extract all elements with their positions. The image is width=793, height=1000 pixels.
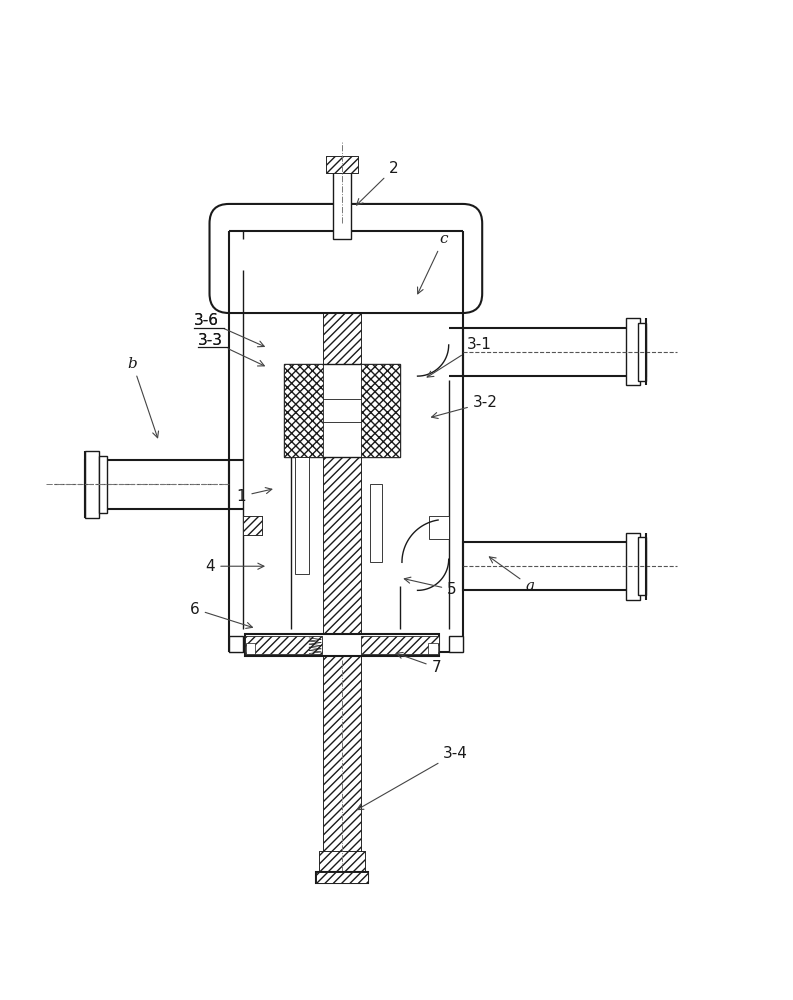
Text: 3-6: 3-6 [194,313,219,328]
Text: 1: 1 [237,488,272,504]
Bar [626,533,641,600]
Bar [243,516,262,535]
Text: 4: 4 [205,559,264,574]
Bar [324,251,361,862]
Bar [362,636,439,654]
Bar [324,251,361,862]
Bar [244,634,439,656]
FancyBboxPatch shape [209,204,482,313]
Bar [85,451,99,518]
Bar [243,516,262,535]
Bar [316,872,368,883]
Text: 2: 2 [357,161,398,205]
Bar [332,169,351,239]
Bar [284,364,324,457]
Text: b: b [128,357,159,438]
Bar [320,851,365,874]
Bar [244,636,323,654]
Bar [320,851,365,874]
Bar [449,636,463,652]
Bar [428,643,438,654]
Bar [361,364,400,457]
Text: 3-3: 3-3 [197,333,223,348]
Bar [85,460,229,509]
Bar [327,156,358,173]
Text: 5: 5 [404,577,457,597]
Bar [316,872,368,883]
Bar [284,364,400,457]
Bar [99,456,107,513]
Bar [429,516,449,539]
Text: 6: 6 [190,602,252,628]
Text: 3-1: 3-1 [427,337,492,377]
Text: a: a [489,557,534,593]
Text: 3-3: 3-3 [197,333,264,366]
Bar [362,636,439,654]
Bar [284,364,324,457]
Bar [229,636,243,652]
Text: c: c [418,232,448,294]
Bar [463,328,646,376]
Bar [638,537,646,595]
Text: 3-4: 3-4 [357,746,468,810]
Text: 3-6: 3-6 [194,313,264,347]
Bar [243,516,262,535]
Bar [626,318,641,385]
Bar [295,457,309,574]
Bar [463,542,646,590]
Text: 3-2: 3-2 [431,395,498,418]
Text: 7: 7 [396,652,441,675]
Bar [370,484,382,562]
Bar [244,636,323,654]
Bar [246,643,255,654]
Bar [316,872,368,883]
Bar [638,323,646,381]
Bar [327,156,358,173]
Bar [361,364,400,457]
